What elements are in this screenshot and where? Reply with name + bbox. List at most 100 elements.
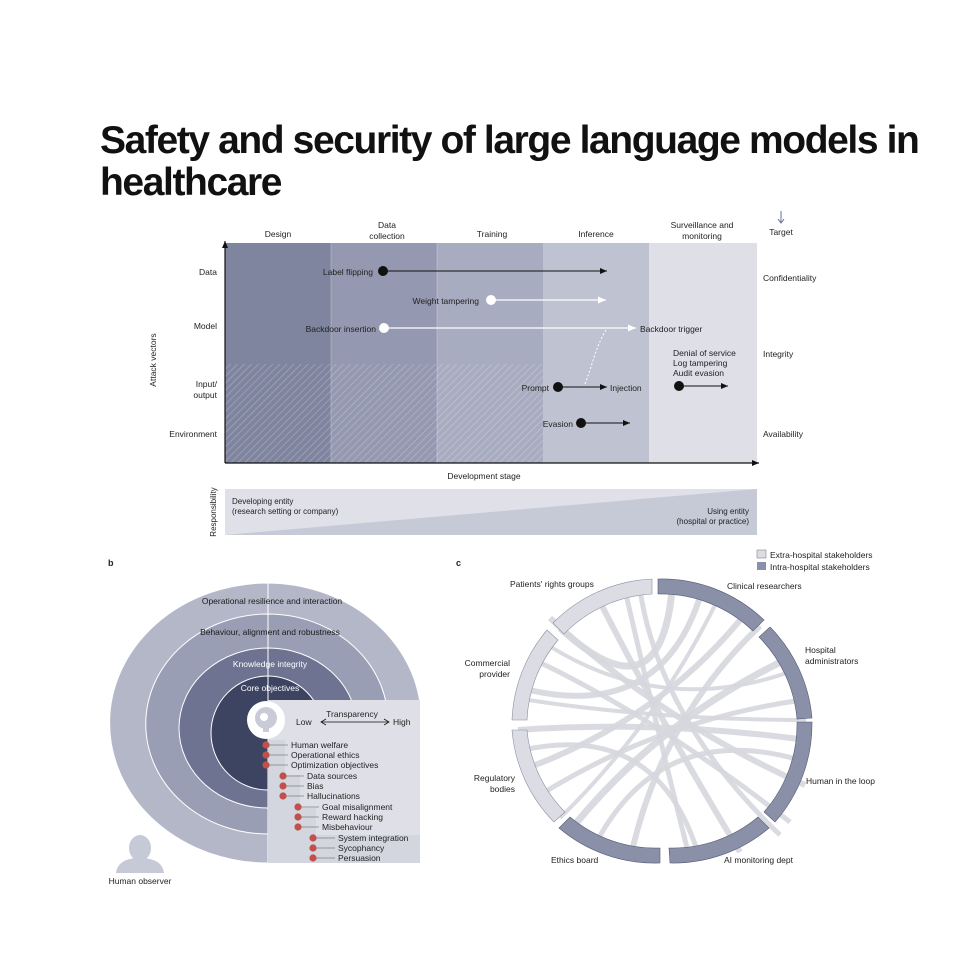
label-administrators-label: administrators <box>805 656 858 666</box>
stage-design: Design <box>265 229 292 239</box>
arc-patients-rights-groups <box>552 578 653 635</box>
label-bodies-label: bodies <box>490 784 515 794</box>
arc-ethics-board <box>558 816 661 864</box>
stage-training: Training <box>477 229 508 239</box>
ai-head-icon <box>247 701 285 739</box>
target-integrity: Integrity <box>763 349 794 359</box>
item-dot <box>294 823 302 831</box>
attack-prompt: Prompt <box>522 383 550 393</box>
transparency-label: Transparency <box>326 709 378 719</box>
target-header: Target <box>769 227 793 237</box>
item-human-welfare: Human welfare <box>291 740 348 750</box>
target-confidentiality: Confidentiality <box>763 273 817 283</box>
item-system-integration: System integration <box>338 833 409 843</box>
using-entity: Using entity <box>707 507 749 516</box>
label-human-in-the-loop: Human in the loop <box>806 776 875 786</box>
transparency-high: High <box>393 717 411 727</box>
item-reward-hacking: Reward hacking <box>322 812 383 822</box>
label-hospital-label: Hospital <box>805 645 836 655</box>
target-availability: Availability <box>763 429 804 439</box>
label-ai-monitoring: AI monitoring dept <box>724 855 794 865</box>
item-dot <box>309 844 317 852</box>
developing-entity-sub: (research setting or company) <box>232 507 339 516</box>
panel-c-label: c <box>456 558 461 568</box>
vector-environment: Environment <box>169 429 217 439</box>
attack-log-tampering: Log tampering <box>673 358 728 368</box>
ring-label-core: Core objectives <box>241 683 300 693</box>
arc-human-in-the-loop <box>763 721 813 823</box>
label-patients-rights: Patients' rights groups <box>510 579 594 589</box>
item-dot <box>262 761 270 769</box>
item-data-sources: Data sources <box>307 771 357 781</box>
item-optimization-objectives: Optimization objectives <box>291 760 378 770</box>
hatched-region <box>225 364 543 463</box>
stakeholder-arcs <box>511 578 813 864</box>
attack-audit-evasion: Audit evasion <box>673 368 724 378</box>
item-hallucinations: Hallucinations <box>307 791 360 801</box>
attack-evasion: Evasion <box>543 419 574 429</box>
using-entity-sub: (hospital or practice) <box>677 517 750 526</box>
arc-hospital-administrators <box>758 626 813 720</box>
item-dot <box>262 741 270 749</box>
label-commercial-label: Commercial <box>465 658 510 668</box>
legend-intra-swatch <box>757 562 766 570</box>
legend-extra: Extra-hospital stakeholders <box>770 550 873 560</box>
attack-backdoor-trigger: Backdoor trigger <box>640 324 703 334</box>
core-items: Human welfare Operational ethics Optimiz… <box>262 740 378 770</box>
vector-data: Data <box>199 267 217 277</box>
prompt-dot <box>553 382 563 392</box>
item-dot <box>294 813 302 821</box>
arc-commercial-provider <box>511 629 559 721</box>
responsibility-label: Responsibility <box>209 487 218 536</box>
backdoor-insertion-dot <box>379 323 389 333</box>
panel-c: c Extra-hospital stakeholders Intra-hosp… <box>456 549 875 865</box>
item-dot <box>309 834 317 842</box>
label-clinical-researchers: Clinical researchers <box>727 581 802 591</box>
responsibility-band-developing <box>225 489 757 535</box>
item-dot <box>279 772 287 780</box>
stage-surveillance-label: Surveillance and <box>671 220 734 230</box>
arc-regulatory-bodies <box>511 729 566 823</box>
y-axis-label: Attack vectors <box>148 333 158 386</box>
x-axis-label: Development stage <box>447 471 521 481</box>
vector-input-label: Input/ <box>196 379 218 389</box>
transparency-low: Low <box>296 717 312 727</box>
ring-label-knowledge: Knowledge integrity <box>233 659 308 669</box>
knowledge-items: Data sources Bias Hallucinations <box>279 771 360 801</box>
developing-entity: Developing entity <box>232 497 293 506</box>
evasion-dot <box>576 418 586 428</box>
item-persuasion: Persuasion <box>338 853 381 863</box>
page-title: Safety and security of large language mo… <box>100 119 920 204</box>
attack-denial-of-service: Denial of service <box>673 348 736 358</box>
legend-extra-swatch <box>756 549 767 559</box>
stage-monitoring-label: monitoring <box>682 231 722 241</box>
item-misbehaviour: Misbehaviour <box>322 822 373 832</box>
label-ethics-board: Ethics board <box>551 855 599 865</box>
item-sycophancy: Sycophancy <box>338 843 385 853</box>
arc-clinical-researchers <box>657 578 765 632</box>
item-operational-ethics: Operational ethics <box>291 750 360 760</box>
vector-output-label: output <box>193 390 217 400</box>
attack-label-flipping: Label flipping <box>323 267 373 277</box>
arc-ai-monitoring-dept <box>668 816 770 864</box>
attack-weight-tampering: Weight tampering <box>413 296 480 306</box>
panel-a: Design Data collection Training Inferenc… <box>148 211 817 537</box>
human-observer-label: Human observer <box>109 876 172 886</box>
weight-tampering-dot <box>486 295 496 305</box>
item-dot <box>294 803 302 811</box>
ring-label-behaviour: Behaviour, alignment and robustness <box>200 627 340 637</box>
ring-label-operational: Operational resilience and interaction <box>202 596 343 606</box>
label-regulatory-label: Regulatory <box>474 773 516 783</box>
panel-b-label: b <box>108 558 114 568</box>
item-dot <box>309 854 317 862</box>
vector-model: Model <box>194 321 217 331</box>
human-observer-icon <box>116 835 164 873</box>
operational-items: System integration Sycophancy Persuasion <box>309 833 409 863</box>
stage-collection-label: collection <box>369 231 405 241</box>
item-dot <box>279 792 287 800</box>
item-dot <box>279 782 287 790</box>
surveillance-dot <box>674 381 684 391</box>
behaviour-items: Goal misalignment Reward hacking Misbeha… <box>294 802 393 832</box>
ring-core-objectives <box>210 675 269 791</box>
